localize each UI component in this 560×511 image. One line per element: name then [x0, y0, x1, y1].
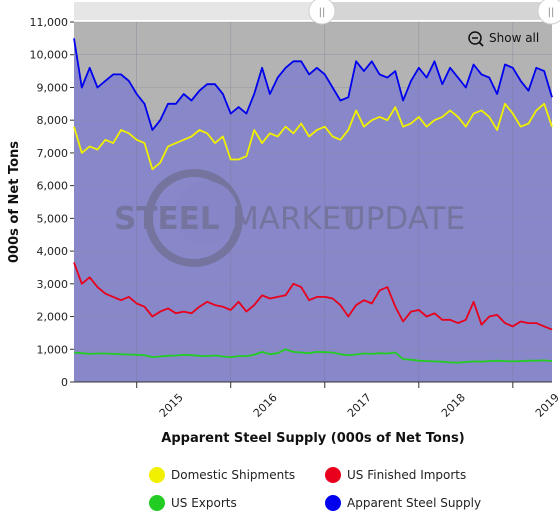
series-line-apparent-steel-supply — [73, 38, 553, 131]
legend-item-us-exports[interactable]: US Exports — [149, 495, 237, 511]
y-tick-label: 9,000 — [37, 81, 69, 94]
y-tick-label: 4,000 — [37, 245, 69, 258]
y-tick-label: 1,000 — [37, 343, 69, 356]
series-line-us-finished-imports — [73, 262, 553, 331]
watermark-logo-ring — [145, 169, 243, 267]
zoom-out-icon — [468, 31, 482, 45]
y-tick-label: 3,000 — [37, 278, 69, 291]
navigator-handle-left[interactable]: || — [308, 0, 336, 25]
series-lines — [73, 38, 553, 364]
legend-swatch — [325, 495, 341, 511]
legend-swatch — [325, 467, 341, 483]
y-axis: 0 1,000 2,000 3,000 4,000 5,000 6,000 7,000 8,00… — [30, 16, 74, 389]
legend-item-apparent-steel-supply[interactable]: Apparent Steel Supply — [325, 495, 481, 511]
y-tick-label: 11,000 — [30, 16, 69, 29]
legend-label: US Exports — [171, 496, 237, 510]
x-tick-label: 2018 — [439, 391, 468, 420]
watermark-light-text-2: UPDATE — [343, 201, 465, 237]
legend: Domestic Shipments US Finished Imports US … — [149, 467, 481, 511]
x-axis: 2015 2016 2017 2018 2019 — [136, 382, 560, 420]
x-axis-title: Apparent Steel Supply (000s of Net Tons) — [161, 431, 464, 446]
legend-swatch — [149, 467, 165, 483]
supply-area-fill — [74, 38, 552, 383]
y-axis-title: 000s of Net Tons — [7, 141, 22, 263]
x-tick-label: 2016 — [251, 391, 280, 420]
y-tick-label: 5,000 — [37, 212, 69, 225]
show-all-label: Show all — [489, 31, 539, 45]
show-all-button[interactable]: Show all — [468, 31, 539, 47]
x-tick-label: 2015 — [157, 391, 186, 420]
navigator-handle-right[interactable]: || — [537, 0, 560, 25]
legend-swatch — [149, 495, 165, 511]
y-tick-label: 8,000 — [37, 114, 69, 127]
legend-label: Apparent Steel Supply — [347, 496, 481, 510]
x-tick-label: 2019 — [533, 391, 560, 420]
watermark-logo: STEEL MARKET UPDATE — [114, 169, 465, 267]
y-tick-label: 2,000 — [37, 311, 69, 324]
zoom-out-icon-handle — [478, 41, 484, 47]
y-tick-label: 7,000 — [37, 147, 69, 160]
y-tick-label: 0 — [61, 376, 68, 389]
watermark-bold-text: STEEL — [114, 201, 220, 237]
watermark-light-text-1: MARKET — [232, 201, 361, 237]
grip-icon: || — [319, 7, 326, 18]
legend-item-us-finished-imports[interactable]: US Finished Imports — [325, 467, 466, 483]
navigator-window[interactable] — [322, 2, 552, 20]
series-areas — [74, 38, 552, 383]
grip-icon: || — [548, 7, 555, 18]
series-line-domestic-shipments — [73, 102, 553, 171]
y-tick-label: 10,000 — [30, 49, 69, 62]
legend-label: Domestic Shipments — [171, 468, 295, 482]
series-line-us-exports — [73, 348, 553, 364]
y-tick-label: 6,000 — [37, 180, 69, 193]
watermark-logo-ring-inner — [174, 181, 238, 245]
legend-item-domestic-shipments[interactable]: Domestic Shipments — [149, 467, 295, 483]
legend-label: US Finished Imports — [347, 468, 466, 482]
x-tick-label: 2017 — [345, 391, 374, 420]
